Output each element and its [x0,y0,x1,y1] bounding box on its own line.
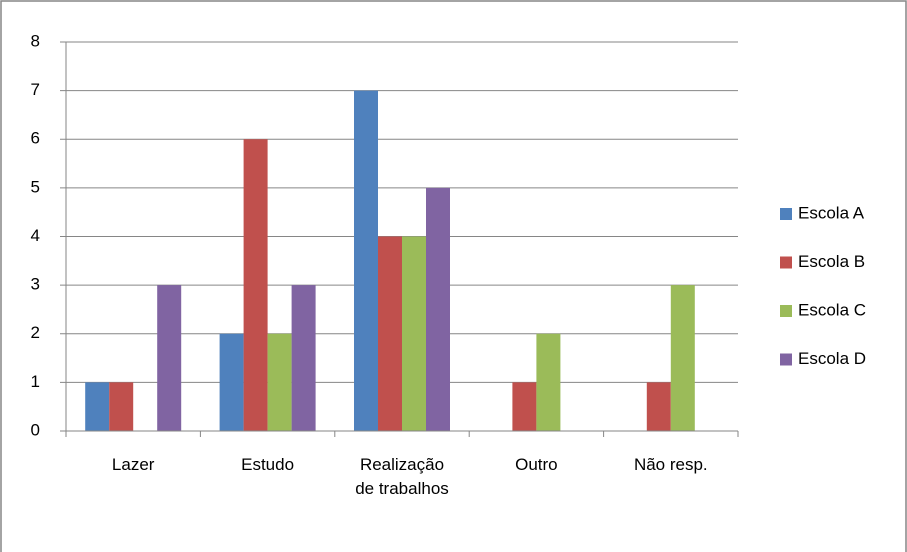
x-tick-label: Outro [515,455,558,474]
legend-label: Escola B [798,252,865,271]
legend-swatch [780,353,792,366]
y-tick-label: 6 [31,129,40,148]
y-tick-label: 1 [31,372,40,391]
y-tick-label: 7 [31,80,40,99]
x-tick-label: Não resp. [633,455,708,474]
bar [378,236,402,431]
bar [157,285,182,431]
y-tick-label: 5 [31,177,40,196]
bar [670,285,695,431]
bar [267,333,292,431]
legend-swatch [780,208,792,220]
bar [291,285,316,431]
bar [512,382,537,431]
legend-label: Escola D [798,349,866,368]
y-tick-label: 4 [31,226,40,245]
bar [109,382,134,431]
legend-label: Escola C [798,300,866,319]
legend-label: Escola A [798,203,865,222]
bar [85,382,110,431]
bar [426,187,450,431]
y-tick-label: 8 [31,31,40,50]
y-tick-label: 0 [31,420,40,439]
bar [219,333,244,431]
x-tick-label: Estudo [241,455,295,474]
x-tick-label: Lazer [111,455,155,474]
bar [243,139,268,431]
legend-swatch [780,305,792,317]
bar [646,382,671,431]
bar [536,333,561,431]
y-tick-label: 2 [31,323,40,342]
legend-swatch [780,256,792,269]
x-tick-label: Realização de trabalhos [355,455,449,498]
y-tick-label: 3 [31,275,40,294]
bar [354,90,378,431]
bar [402,236,426,431]
